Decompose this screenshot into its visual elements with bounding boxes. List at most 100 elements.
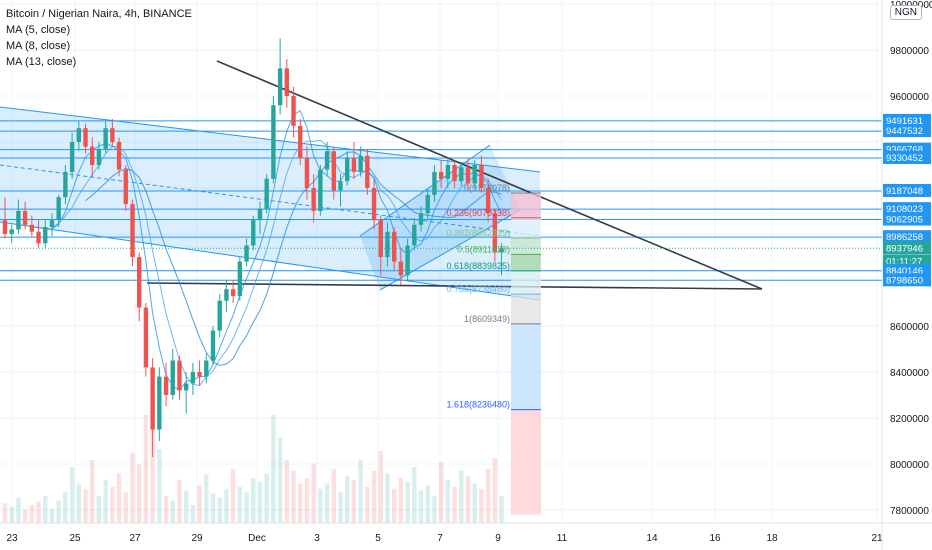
volume-bar — [130, 452, 135, 523]
candle-body — [16, 211, 21, 230]
candle-body — [432, 171, 437, 195]
volume-bar — [264, 473, 269, 523]
volume-bar — [116, 473, 122, 523]
candle-body — [190, 372, 196, 384]
candle-body — [298, 125, 303, 159]
candle-body — [224, 289, 229, 301]
volume-bar — [304, 478, 310, 523]
x-tick-label: 11 — [557, 533, 568, 544]
symbol-title[interactable]: Bitcoin / Nigerian Naira, 4h, BINANCE — [6, 8, 192, 20]
candle-body — [257, 208, 263, 221]
candle-body — [123, 169, 128, 205]
candle-body — [291, 96, 296, 126]
candle-body — [459, 167, 464, 182]
volume-bar — [69, 467, 75, 523]
candle-body — [217, 300, 222, 331]
volume-bar — [311, 463, 316, 523]
candle-body — [351, 158, 357, 172]
volume-bar — [204, 474, 209, 523]
volume-bar — [251, 478, 256, 523]
volume-bar — [137, 464, 142, 523]
candle-body — [499, 248, 504, 253]
fib-zone — [511, 238, 541, 255]
volume-bar — [391, 488, 397, 523]
volume-bar — [123, 492, 128, 523]
volume-bar — [465, 476, 471, 523]
volume-bar — [210, 493, 216, 523]
volume-bar — [331, 469, 336, 523]
candle-body — [371, 188, 377, 221]
candle-body — [197, 372, 202, 377]
candle-body — [405, 245, 410, 276]
volume-bar — [49, 508, 55, 523]
candle-body — [398, 261, 404, 276]
price-badge — [883, 113, 931, 127]
candle-body — [204, 360, 209, 377]
y-tick-label: 9800000 — [890, 46, 929, 57]
candle-body — [391, 231, 397, 262]
volume-bar — [16, 497, 21, 523]
x-tick-label: Dec — [248, 533, 266, 544]
volume-bar — [150, 397, 155, 523]
price-badge-label: 8986258 — [886, 232, 923, 243]
volume-bar — [412, 467, 417, 523]
fib-zone — [511, 409, 541, 515]
volume-bar — [485, 469, 491, 523]
study-ma-5[interactable]: MA (5, close) — [6, 24, 71, 36]
candle-body — [264, 178, 269, 209]
volume-bar — [405, 481, 410, 523]
price-badge-label: 8937946 — [886, 243, 923, 254]
candle-body — [90, 146, 95, 165]
candle-body — [150, 367, 155, 430]
volume-bar — [170, 500, 175, 523]
volume-bar — [96, 496, 102, 523]
price-badge — [883, 183, 931, 197]
x-tick-label: 23 — [6, 533, 18, 544]
price-badge-label: 01:11:27 — [886, 257, 922, 268]
volume-bar — [459, 470, 464, 523]
volume-bar — [277, 437, 283, 523]
currency-badge[interactable]: NGN — [889, 5, 922, 20]
fib-level-label: 1(8609349) — [464, 314, 510, 324]
candle-body — [445, 165, 451, 179]
study-ma-8[interactable]: MA (8, close) — [6, 40, 71, 52]
candle-body — [365, 155, 370, 188]
volume-bar — [9, 506, 14, 523]
candle-body — [345, 158, 350, 182]
price-badge — [883, 202, 931, 216]
price-badge-label: 8798650 — [886, 275, 923, 286]
candle-body — [284, 68, 290, 96]
x-tick-label: 27 — [129, 533, 141, 544]
volume-bar — [398, 478, 404, 523]
volume-bar — [324, 483, 330, 523]
volume-bar — [499, 496, 504, 523]
candle-body — [2, 220, 8, 234]
volume-bar — [291, 470, 296, 523]
volume-bar — [197, 485, 202, 523]
candle-body — [358, 155, 363, 172]
candle-body — [251, 220, 256, 246]
candle-body — [103, 128, 108, 149]
volume-bar — [418, 490, 424, 523]
y-tick-label: 8000000 — [890, 460, 929, 471]
candle-body — [277, 68, 283, 106]
fib-retracement: 0(9178078) 0.236(9070338) 0.382(8982339) 0.… — [0, 183, 882, 515]
x-tick-label: 21 — [871, 533, 883, 544]
fib-zone — [511, 323, 541, 410]
price-badge — [883, 124, 931, 138]
candle-body — [170, 360, 175, 395]
study-ma-13[interactable]: MA (13, close) — [6, 56, 77, 68]
candle-body — [485, 188, 491, 214]
descending-trendline — [216, 60, 549, 201]
volume-bar — [257, 481, 263, 523]
candle-body — [69, 142, 75, 172]
candle-body — [378, 220, 383, 257]
fib-zone — [511, 294, 541, 324]
volume-bar — [479, 488, 484, 523]
volume-bar — [76, 483, 82, 523]
price-badge — [883, 230, 931, 244]
x-tick-label: 3 — [314, 533, 320, 544]
candle-body — [116, 142, 122, 170]
